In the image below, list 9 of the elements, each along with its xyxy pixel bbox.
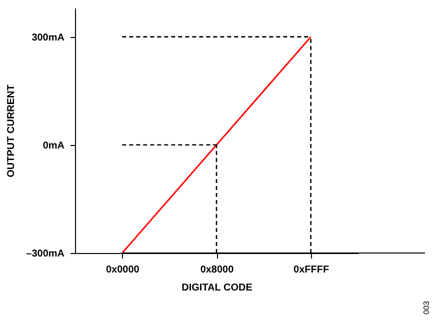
y-tick-label: 300mA [32, 32, 64, 44]
x-axis-title: DIGITAL CODE [182, 282, 253, 294]
y-axis-title: OUTPUT CURRENT [6, 84, 18, 178]
text: 003 [422, 300, 432, 314]
y-tick-label: 0mA [42, 140, 64, 152]
y-tick-label: –300mA [26, 248, 64, 260]
x-tick-label: 0xFFFF [294, 264, 330, 276]
x-tick-label: 0x0000 [106, 264, 140, 276]
x-tick-label: 0x8000 [200, 264, 234, 276]
